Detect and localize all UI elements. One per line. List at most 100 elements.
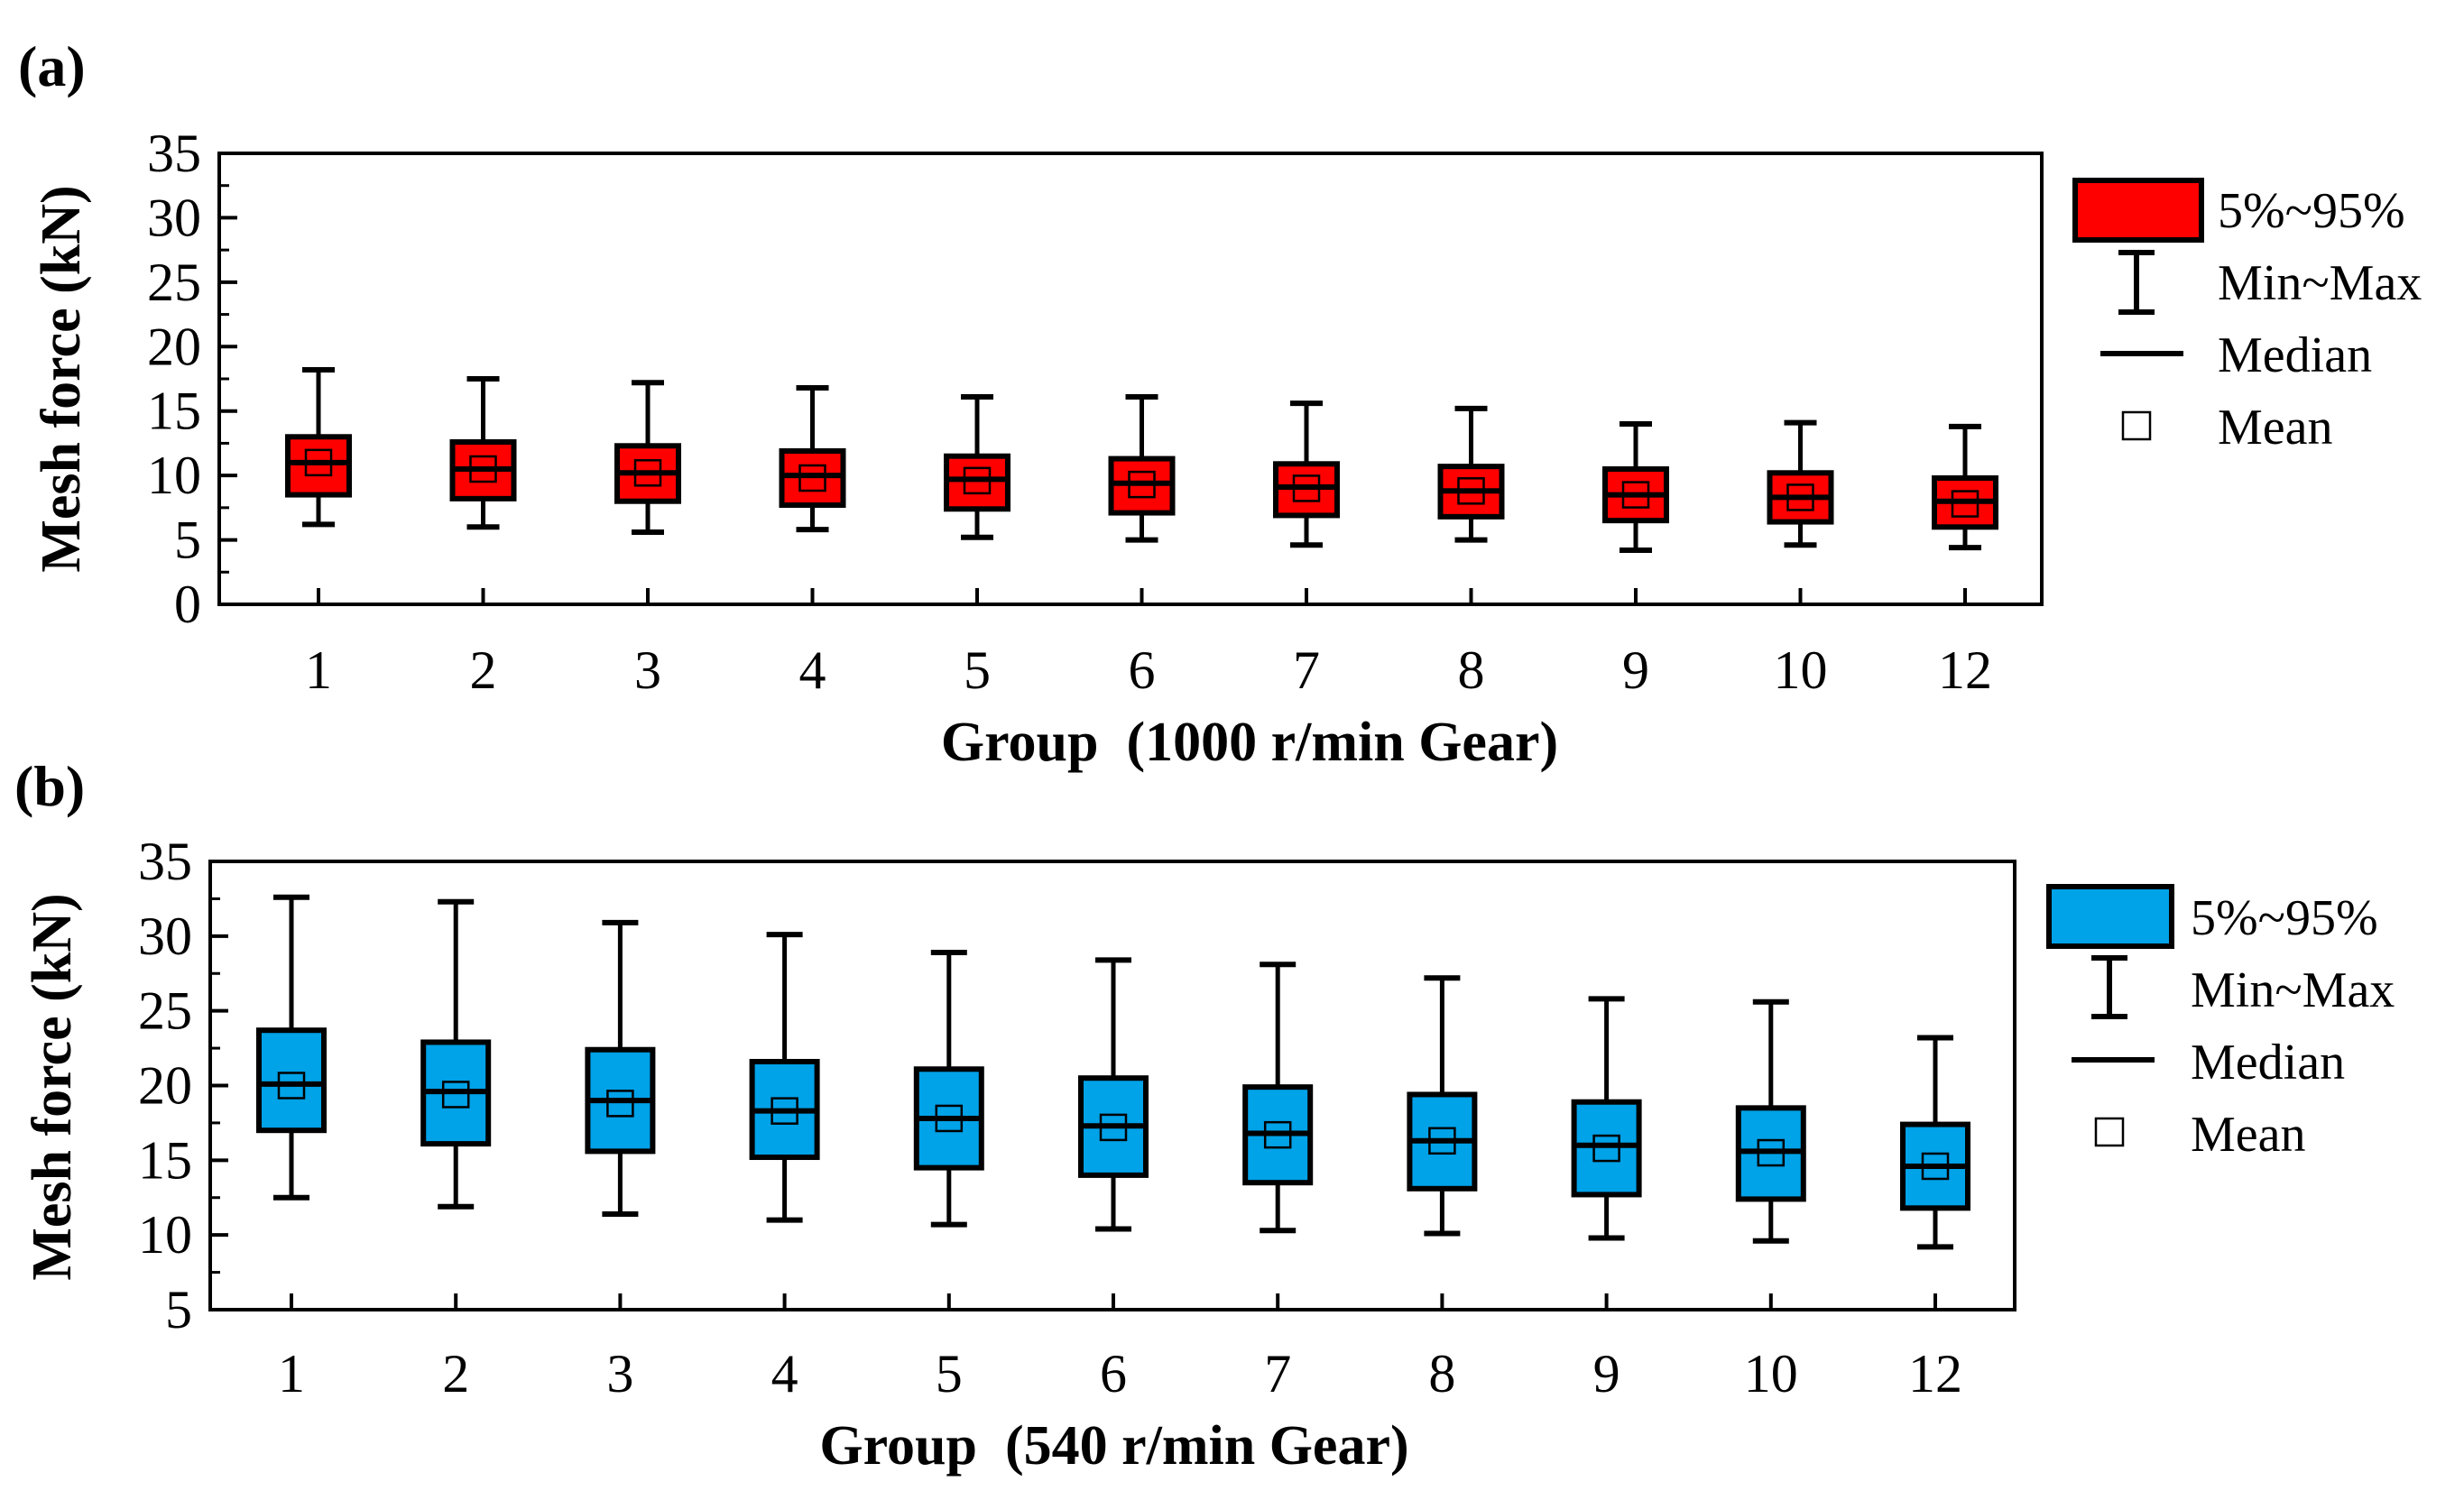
x-tick-label: 4 bbox=[799, 640, 826, 700]
y-tick-label: 30 bbox=[147, 188, 201, 247]
box-group-5 bbox=[944, 394, 1011, 540]
box-group-2 bbox=[420, 898, 492, 1210]
mean-marker bbox=[1592, 1134, 1620, 1163]
box-group-8 bbox=[1437, 405, 1505, 543]
mean-marker bbox=[1292, 474, 1321, 502]
x-tick-label: 4 bbox=[771, 1344, 798, 1403]
panel-b-y-axis: 5 10 15 20 25 30 35 bbox=[138, 832, 228, 1339]
y-tick-label: 10 bbox=[138, 1205, 192, 1265]
y-tick-label: 35 bbox=[138, 832, 192, 891]
box-group-4 bbox=[779, 385, 846, 533]
mean-marker bbox=[1428, 1127, 1456, 1155]
y-tick-label: 5 bbox=[165, 1280, 192, 1339]
mean-marker bbox=[935, 1104, 964, 1133]
x-tick-label: 1 bbox=[278, 1344, 305, 1403]
box-group-7 bbox=[1242, 962, 1314, 1234]
y-tick-label: 25 bbox=[147, 253, 201, 312]
mean-marker bbox=[633, 459, 662, 487]
y-tick-label: 5 bbox=[174, 511, 201, 570]
x-tick-label: 2 bbox=[442, 1344, 469, 1403]
legend-a-box-label: 5%~95% bbox=[2218, 183, 2405, 239]
x-tick-label: 5 bbox=[964, 640, 991, 700]
mean-marker bbox=[1757, 1138, 1786, 1167]
mean-marker bbox=[1786, 483, 1814, 511]
panel-a-x-axis: 1 2 3 4 5 6 7 8 9 10 12 bbox=[305, 588, 1992, 700]
panel-b-label: (b) bbox=[14, 754, 85, 818]
x-tick-label: 3 bbox=[634, 640, 661, 700]
box-group-12 bbox=[1900, 1035, 1970, 1250]
mean-marker bbox=[1099, 1113, 1128, 1142]
legend-a-whisker-symbol bbox=[2118, 250, 2155, 315]
box-group-9 bbox=[1602, 421, 1669, 553]
box-group-6 bbox=[1078, 957, 1149, 1232]
y-tick-label: 30 bbox=[138, 906, 192, 966]
panel-b-x-axis: 1 2 3 4 5 6 7 8 9 10 12 bbox=[278, 1293, 1962, 1403]
panel-b-y-label: Mesh force (kN) bbox=[22, 893, 83, 1280]
x-tick-label: 12 bbox=[1908, 1344, 1962, 1403]
legend-a-whisker-label: Min~Max bbox=[2218, 255, 2422, 311]
panel-a-y-label: Mesh force (kN) bbox=[31, 185, 92, 572]
box-group-3 bbox=[614, 380, 681, 535]
x-tick-label: 6 bbox=[1100, 1344, 1127, 1403]
x-tick-label: 7 bbox=[1293, 640, 1320, 700]
panel-a-boxes bbox=[285, 367, 1998, 553]
x-tick-label: 8 bbox=[1458, 640, 1485, 700]
box-group-9 bbox=[1571, 996, 1642, 1241]
panel-a-legend: 5%~95% Min~Max Median Mean bbox=[2072, 178, 2422, 456]
y-tick-label: 35 bbox=[147, 124, 201, 183]
box-group-10 bbox=[1767, 419, 1834, 548]
mean-marker bbox=[798, 464, 826, 492]
box-group-10 bbox=[1735, 998, 1806, 1244]
y-tick-label: 0 bbox=[174, 575, 201, 634]
panel-b-legend: 5%~95% Min~Max Median Mean bbox=[2046, 884, 2395, 1163]
y-tick-label: 15 bbox=[138, 1130, 192, 1190]
mean-marker bbox=[1457, 477, 1485, 505]
legend-a-median-label: Median bbox=[2218, 327, 2372, 383]
x-tick-label: 12 bbox=[1938, 640, 1992, 700]
mean-marker bbox=[1128, 470, 1156, 499]
legend-b-whisker-label: Min~Max bbox=[2191, 962, 2395, 1018]
y-tick-label: 20 bbox=[138, 1056, 192, 1116]
mean-marker bbox=[963, 466, 992, 495]
iqr-box bbox=[285, 434, 352, 498]
x-tick-label: 6 bbox=[1129, 640, 1156, 700]
box-group-5 bbox=[913, 950, 984, 1228]
mean-marker bbox=[1921, 1152, 1950, 1181]
x-tick-label: 3 bbox=[606, 1344, 633, 1403]
legend-a-mean-symbol bbox=[2121, 410, 2152, 441]
mean-marker bbox=[1621, 481, 1650, 509]
legend-b-mean-symbol bbox=[2094, 1117, 2125, 1147]
mean-marker bbox=[441, 1081, 470, 1109]
mean-marker bbox=[277, 1072, 306, 1100]
x-tick-label: 9 bbox=[1593, 1344, 1620, 1403]
mean-marker bbox=[606, 1090, 634, 1118]
box-group-1 bbox=[256, 894, 327, 1201]
x-tick-label: 5 bbox=[936, 1344, 963, 1403]
box-group-12 bbox=[1932, 423, 1998, 551]
box-group-4 bbox=[749, 932, 820, 1223]
y-tick-label: 25 bbox=[138, 981, 192, 1041]
x-tick-label: 8 bbox=[1428, 1344, 1455, 1403]
x-tick-label: 2 bbox=[470, 640, 497, 700]
y-tick-label: 10 bbox=[147, 446, 201, 505]
x-tick-label: 10 bbox=[1774, 640, 1828, 700]
iqr-box bbox=[1571, 1099, 1642, 1198]
mean-marker bbox=[1263, 1120, 1292, 1149]
x-tick-label: 1 bbox=[305, 640, 332, 700]
x-tick-label: 9 bbox=[1622, 640, 1649, 700]
x-tick-label: 7 bbox=[1264, 1344, 1291, 1403]
box-group-8 bbox=[1407, 975, 1478, 1237]
box-group-2 bbox=[449, 376, 517, 530]
panel-b-boxes bbox=[256, 894, 1970, 1250]
legend-b-mean-label: Mean bbox=[2191, 1107, 2306, 1163]
box-group-3 bbox=[585, 919, 656, 1217]
mean-marker bbox=[771, 1097, 798, 1125]
y-tick-label: 20 bbox=[147, 317, 201, 376]
legend-b-box-label: 5%~95% bbox=[2191, 890, 2378, 946]
mean-marker bbox=[1951, 490, 1980, 518]
panel-a-x-label: Group (1000 r/min Gear) bbox=[941, 712, 1558, 773]
